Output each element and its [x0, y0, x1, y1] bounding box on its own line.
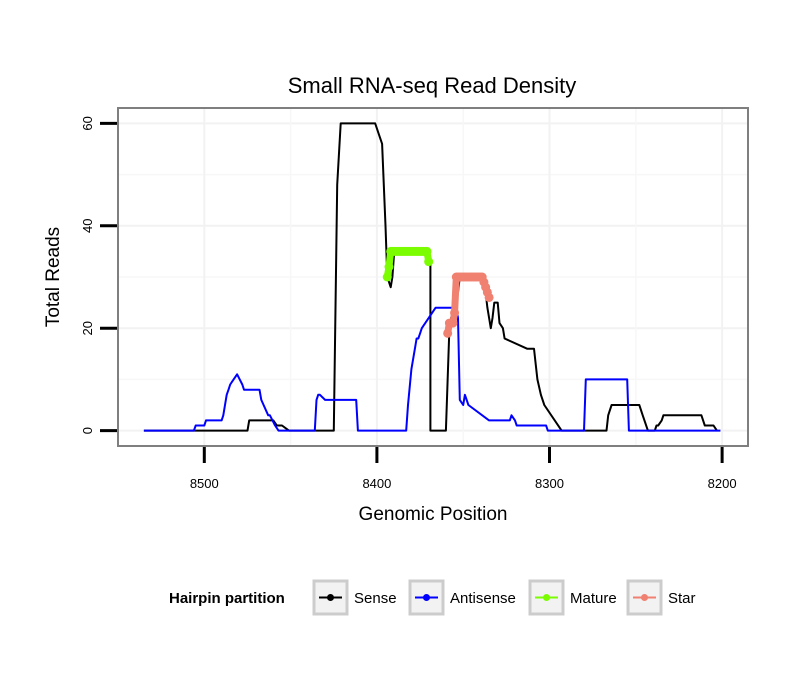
legend-label-sense: Sense — [354, 590, 397, 607]
x-tick-label: 8300 — [535, 476, 564, 491]
series-star-point — [448, 318, 458, 328]
series-layer — [143, 122, 721, 432]
series-star-segment — [451, 273, 460, 317]
legend-point-mature — [543, 594, 550, 601]
series-mature-point — [424, 257, 434, 267]
legend: Hairpin partition Sense Antisense Mature St… — [169, 579, 696, 616]
axes: 8500 8400 8300 8200 0 20 40 60 — [80, 116, 737, 491]
series-mature-point — [422, 246, 432, 256]
series-antisense-line — [143, 306, 721, 432]
legend-label-antisense: Antisense — [450, 590, 516, 607]
y-tick-label: 40 — [80, 219, 95, 233]
x-tick-label: 8400 — [362, 476, 391, 491]
series-star-point — [450, 308, 460, 318]
legend-point-star — [641, 594, 648, 601]
series-star-point — [443, 328, 453, 338]
y-tick-label: 60 — [80, 116, 95, 130]
series-star-point — [484, 292, 494, 302]
chart-title: Small RNA-seq Read Density — [288, 73, 577, 98]
series-mature-point — [384, 262, 394, 272]
legend-label-star: Star — [668, 590, 696, 607]
legend-point-sense — [327, 594, 334, 601]
legend-point-antisense — [423, 594, 430, 601]
series-mature-point — [382, 272, 392, 282]
x-tick-label: 8200 — [708, 476, 737, 491]
y-tick-label: 20 — [80, 321, 95, 335]
x-tick-label: 8500 — [190, 476, 219, 491]
legend-label-mature: Mature — [570, 590, 617, 607]
x-axis-title: Genomic Position — [359, 504, 508, 525]
y-axis-title: Total Reads — [43, 227, 64, 327]
y-tick-label: 0 — [80, 427, 95, 434]
legend-title: Hairpin partition — [169, 590, 285, 607]
series-sense-line — [143, 122, 718, 432]
